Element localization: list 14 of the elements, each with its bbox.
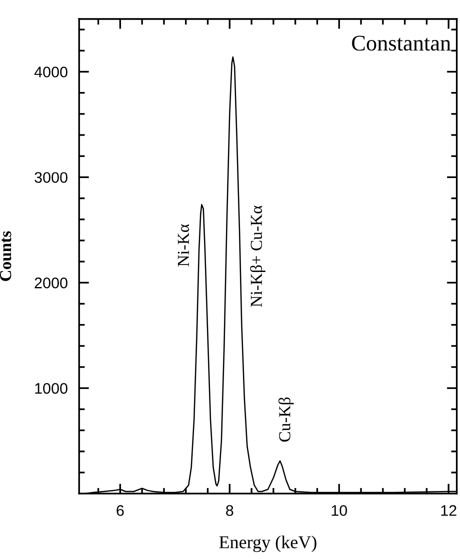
annotation: Ni-Kα [178, 224, 190, 266]
y-axis-title: Counts [0, 231, 12, 281]
annotation: Constantan [352, 36, 451, 51]
x-axis-title: Energy (keV) [219, 536, 316, 552]
x-tick-label: 12 [441, 505, 456, 516]
y-tick-label: 4000 [34, 66, 68, 78]
y-tick-label: 1000 [35, 383, 68, 394]
y-tick-label: 3000 [34, 172, 68, 183]
annotation: Ni-Kβ+ Cu-Kα [250, 206, 266, 307]
x-tick-label: 6 [116, 505, 124, 516]
y-tick-label: 2000 [34, 278, 68, 288]
annotation: Cu-Kβ [278, 398, 294, 442]
x-tick-label: 8 [226, 505, 234, 516]
x-tick-label: 10 [332, 505, 348, 516]
